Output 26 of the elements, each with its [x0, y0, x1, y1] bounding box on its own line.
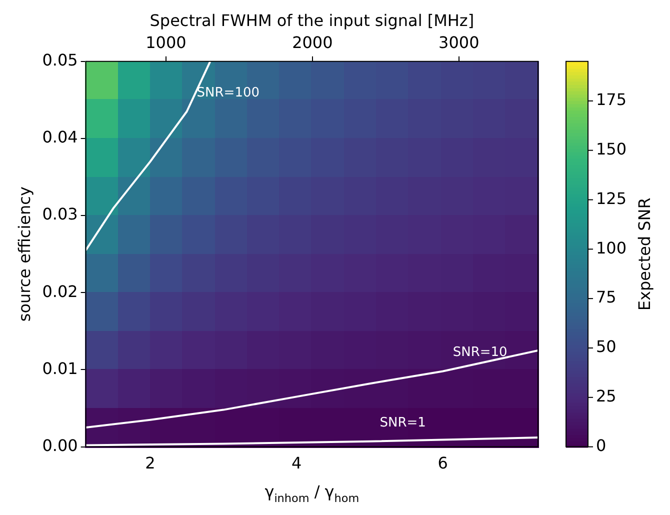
x2-tick-label: 3000	[438, 32, 480, 52]
y-tick-label: 0.00	[42, 436, 78, 455]
series-label: SNR=1	[380, 415, 426, 430]
y-tick-label: 0.05	[42, 50, 78, 70]
series-label: SNR=100	[196, 85, 260, 100]
x-tick-label: 4	[291, 454, 302, 473]
x2-tick-label: 2000	[292, 32, 333, 52]
color-bar-label: 25	[596, 386, 616, 406]
y-tick-label: 0.01	[42, 358, 78, 378]
x-tick-label: 6	[438, 454, 448, 473]
color-bar-label: 0	[596, 436, 606, 455]
color-bar-label: 175	[596, 90, 627, 110]
x2-axis-title: Spectral FWHM of the input signal [MHz]	[150, 10, 474, 30]
x2-tick-label: 1000	[146, 32, 186, 52]
color-bar-label: 75	[596, 288, 616, 307]
color-bar-label: 125	[596, 188, 627, 208]
series-label: SNR=10	[452, 345, 508, 360]
x-tick-label: 2	[145, 454, 156, 473]
color-bar-label: 100	[596, 238, 627, 258]
y-tick-label: 0.03	[42, 204, 78, 224]
color-bar-label: 150	[596, 139, 627, 158]
y-tick-label: 0.04	[42, 128, 78, 147]
y-tick-label: 0.02	[42, 282, 78, 301]
y-axis-title: source efficiency	[14, 186, 34, 322]
color-bar-label: 50	[596, 337, 616, 356]
color-bar-title: Expected SNR	[635, 198, 654, 311]
